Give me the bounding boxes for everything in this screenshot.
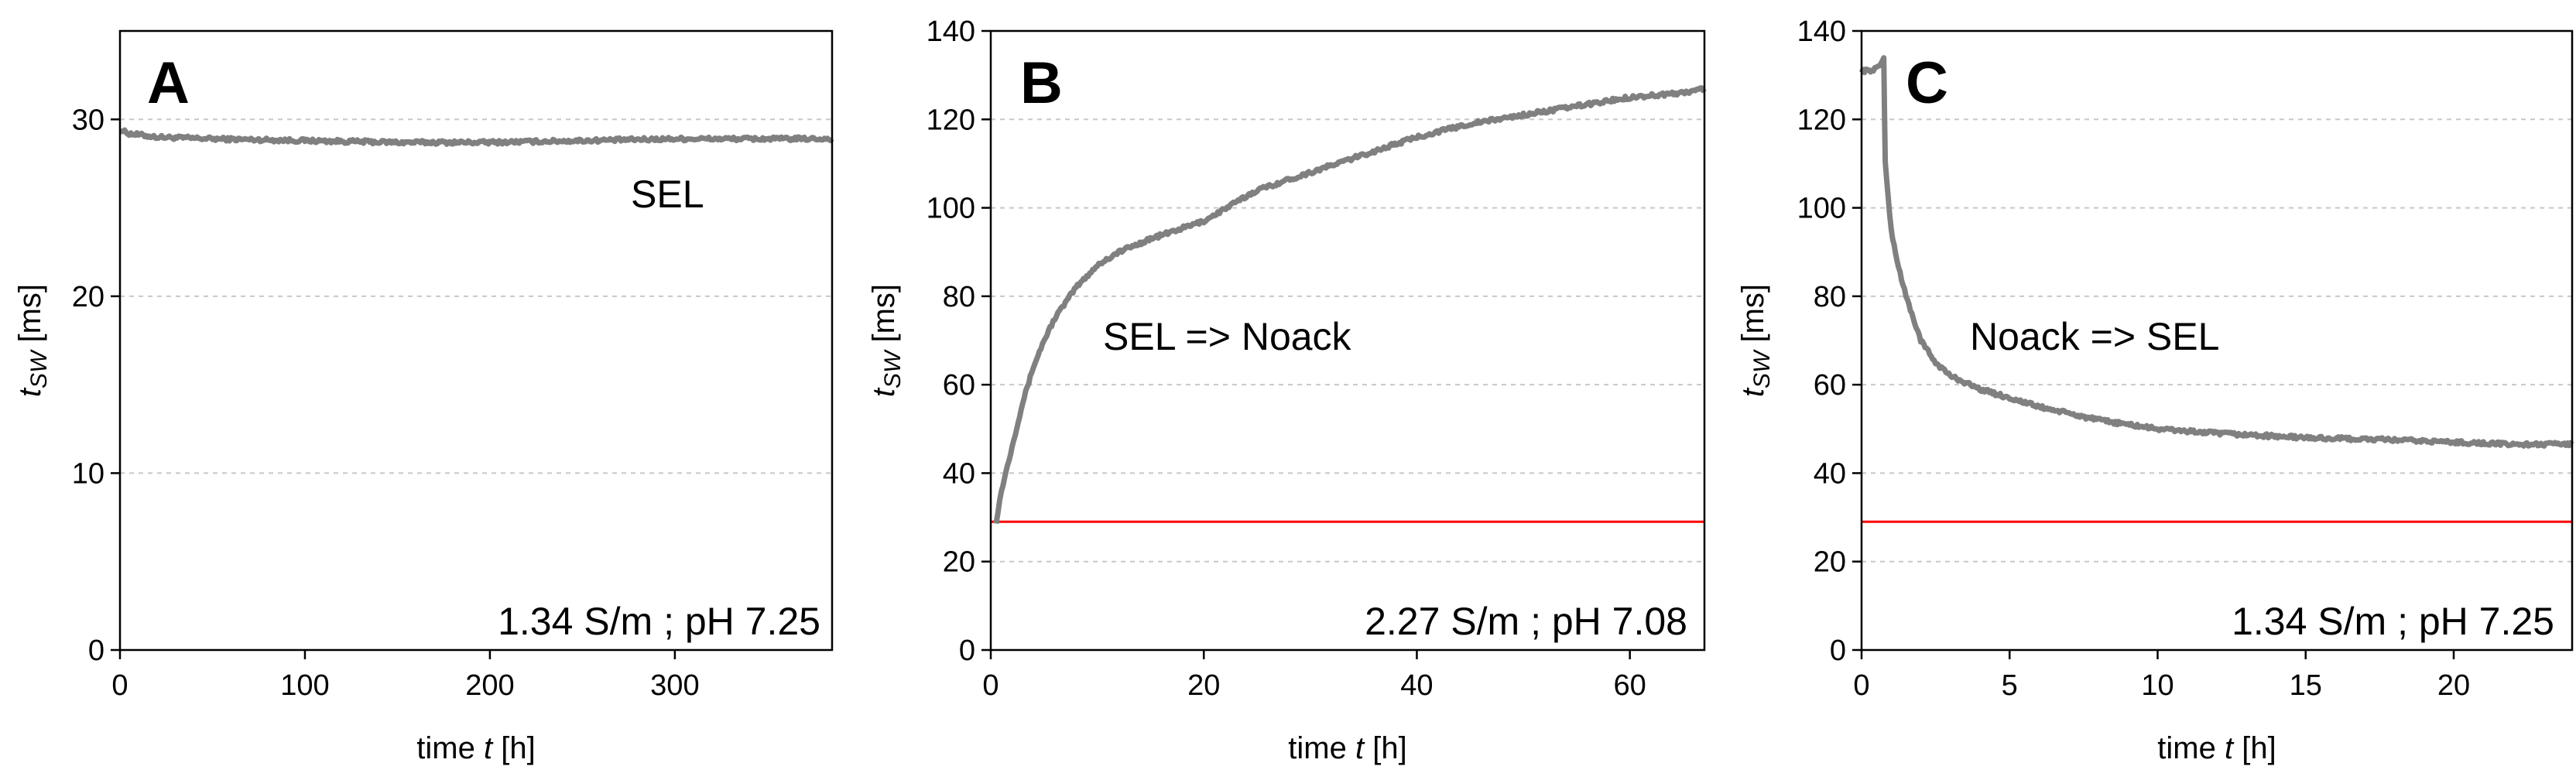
panel-a-y-tick-label: 30: [72, 104, 104, 136]
panel-b-y-axis-title: tSW [ms]: [867, 284, 906, 397]
panel-a-y-tick-label: 0: [88, 635, 104, 667]
panel-c-plot-frame: [1860, 29, 2574, 652]
panel-a-x-tick-label: 200: [465, 669, 514, 702]
panel-a: 0 100 200 300 0 10 20 30 A SEL 1.34 S/m ; pH 7…: [13, 29, 834, 765]
panel-a-y-tick-label: 10: [72, 457, 104, 490]
panel-a-ylabel-unit: [ms]: [13, 284, 47, 351]
panel-a-ylabel-sub: SW: [26, 349, 52, 388]
panel-c-x-tick-label: 20: [2437, 669, 2470, 702]
panel-b-series-line: [993, 85, 1707, 525]
panel-b-ylabel-var: t: [867, 387, 901, 397]
panel-a-ylabel-var: t: [13, 387, 47, 397]
panel-b-letter: B: [1020, 50, 1063, 116]
panel-a-y-ticks: 0 10 20 30: [72, 104, 120, 667]
panel-b-y-tick-label: 80: [943, 281, 975, 313]
panel-c-condition: 1.34 S/m ; pH 7.25: [2232, 600, 2554, 643]
panel-b-grid: [991, 118, 1704, 563]
panel-a-annotation: SEL: [631, 173, 704, 216]
panel-b-plot-frame: [989, 29, 1706, 652]
panel-a-x-ticks: 0 100 200 300: [111, 650, 700, 702]
panel-c-y-tick-label: 40: [1814, 457, 1846, 490]
panel-c-letter: C: [1906, 50, 1948, 116]
panel-c-y-axis-title: tSW [ms]: [1736, 284, 1775, 397]
panel-c-y-tick-label: 80: [1814, 281, 1846, 313]
panel-b-x-tick-label: 0: [982, 669, 999, 702]
panel-c-ylabel-var: t: [1736, 387, 1770, 397]
panel-a-xlabel-pre: time: [416, 731, 484, 765]
panel-b-xlabel-var: t: [1355, 731, 1365, 765]
panel-b-y-tick-label: 120: [927, 104, 975, 136]
panel-b-x-axis-title: time t [h]: [1288, 731, 1406, 765]
panel-a-xlabel-var: t: [484, 731, 494, 765]
panel-a-y-tick-label: 20: [72, 281, 104, 313]
panel-a-xlabel-unit: [h]: [492, 731, 536, 765]
panel-c-xlabel-pre: time: [2157, 731, 2225, 765]
panel-b-x-ticks: 0 20 40 60: [982, 650, 1646, 702]
panel-c-x-tick-label: 10: [2141, 669, 2174, 702]
panel-a-x-axis-title: time t [h]: [416, 731, 535, 765]
panel-c-y-tick-label: 60: [1814, 369, 1846, 402]
panel-c-ylabel-unit: [ms]: [1736, 284, 1770, 351]
panel-a-series-line: [118, 127, 834, 147]
panel-c-y-tick-label: 0: [1830, 635, 1846, 667]
panel-b-ylabel-sub: SW: [880, 349, 906, 388]
panel-c-xlabel-var: t: [2225, 731, 2235, 765]
panel-c-series-line: [1858, 55, 2574, 449]
panel-c-ylabel-sub: SW: [1749, 349, 1775, 388]
panel-a-x-tick-label: 300: [650, 669, 699, 702]
panel-c-y-tick-label: 140: [1797, 15, 1846, 48]
panel-a-x-tick-label: 0: [111, 669, 128, 702]
panel-c-xlabel-unit: [h]: [2233, 731, 2276, 765]
panel-b-y-tick-label: 0: [959, 635, 975, 667]
panel-c-annotation: Noack => SEL: [1970, 315, 2219, 358]
panel-b-series: [991, 85, 1707, 525]
panel-b-x-tick-label: 20: [1187, 669, 1220, 702]
panel-c-x-ticks: 0 5 10 15 20: [1853, 650, 2470, 702]
panel-a-grid: [120, 118, 832, 474]
panel-a-series: [118, 127, 834, 147]
panel-b-xlabel-pre: time: [1288, 731, 1355, 765]
panel-c-y-tick-label: 120: [1797, 104, 1846, 136]
panel-a-plot-frame: [118, 29, 834, 652]
panel-a-y-axis-title: tSW [ms]: [13, 284, 52, 397]
panel-b-y-tick-label: 140: [927, 15, 975, 48]
panel-b-y-ticks: 0 20 40 60 80 100 120 140: [927, 15, 991, 667]
panel-b-x-tick-label: 40: [1400, 669, 1433, 702]
panel-b-x-tick-label: 60: [1614, 669, 1646, 702]
panel-b-y-tick-label: 60: [943, 369, 975, 402]
panel-b-condition: 2.27 S/m ; pH 7.08: [1365, 600, 1687, 643]
panel-a-condition: 1.34 S/m ; pH 7.25: [498, 600, 820, 643]
panel-a-letter: A: [147, 50, 190, 116]
panel-c-x-tick-label: 15: [2290, 669, 2322, 702]
panel-b-y-tick-label: 40: [943, 457, 975, 490]
panel-c-x-tick-label: 5: [2002, 669, 2018, 702]
panel-b-ylabel-unit: [ms]: [867, 284, 901, 351]
panel-c-y-tick-label: 100: [1797, 193, 1846, 225]
panel-c-x-axis-title: time t [h]: [2157, 731, 2276, 765]
panel-c-x-tick-label: 0: [1853, 669, 1869, 702]
panel-b: 0 20 40 60 0 20 40 60 80 100 120 140 B SEL => Noac…: [867, 15, 1707, 765]
panel-b-y-tick-label: 100: [927, 193, 975, 225]
panel-c: 0 5 10 15 20 0 20 40 60 80 100 120 140 C Noack => S…: [1736, 15, 2574, 765]
panel-c-y-tick-label: 20: [1814, 546, 1846, 579]
panel-a-x-tick-label: 100: [280, 669, 329, 702]
panel-b-annotation: SEL => Noack: [1103, 315, 1352, 358]
panel-c-y-ticks: 0 20 40 60 80 100 120 140: [1797, 15, 1862, 667]
panel-b-y-tick-label: 20: [943, 546, 975, 579]
panel-b-xlabel-unit: [h]: [1364, 731, 1407, 765]
panel-c-series: [1858, 55, 2574, 523]
panel-c-grid: [1862, 118, 2572, 563]
